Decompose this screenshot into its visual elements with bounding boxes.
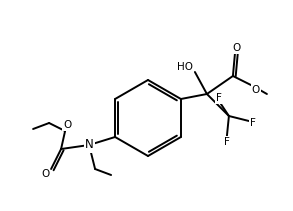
Text: O: O: [233, 43, 241, 53]
Text: F: F: [250, 118, 256, 128]
Text: O: O: [63, 120, 71, 130]
Text: O: O: [41, 169, 49, 179]
Text: N: N: [85, 138, 93, 151]
Text: HO: HO: [177, 62, 193, 72]
Text: F: F: [216, 93, 222, 103]
Text: O: O: [252, 85, 260, 95]
Text: F: F: [224, 137, 230, 147]
